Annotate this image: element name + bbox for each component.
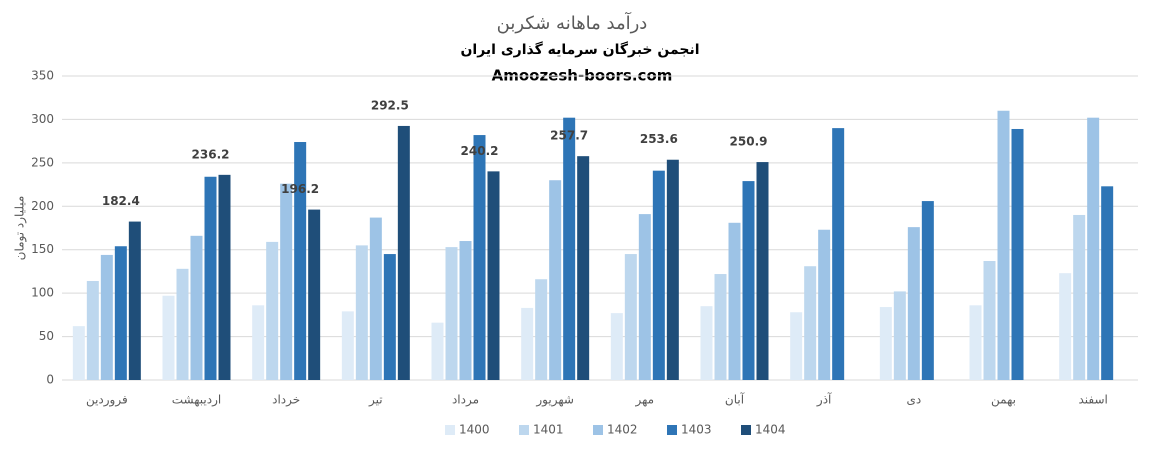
value-label: 253.6 [640,132,678,146]
legend-swatch [445,425,455,435]
bar [383,254,396,380]
legend-label: 1404 [755,423,786,437]
bar [804,266,817,380]
bar [666,159,679,380]
x-tick-label: آبان [725,392,745,407]
y-tick-label: 350 [31,69,54,83]
bar [459,241,472,380]
x-tick-label: دی [906,393,921,407]
x-tick-label: آذر [816,392,832,408]
y-tick-label: 250 [31,155,54,169]
bar [100,254,113,380]
value-label: 182.4 [102,194,140,208]
bar [1011,128,1024,380]
value-label: 257.7 [550,129,588,143]
bar [280,183,293,380]
bar [204,176,217,380]
bar [969,305,982,380]
y-axis-label: میلیارد تومان [13,196,28,261]
x-tick-label: اردیبهشت [172,393,221,408]
legend-swatch [519,425,529,435]
bar [907,227,920,380]
bar [624,254,637,380]
bar [397,125,410,380]
bar [563,117,576,380]
bar [1073,214,1086,380]
bar [1059,273,1072,380]
x-tick-label: مهر [635,393,655,408]
y-tick-label: 200 [31,199,54,213]
legend-swatch [741,425,751,435]
chart-title: درآمد ماهانه شکربن [497,11,648,34]
value-label: 250.9 [730,135,768,149]
x-tick-label: تیر [368,393,383,408]
value-label: 196.2 [281,182,319,196]
bar [610,313,623,380]
y-tick-label: 50 [39,329,54,343]
bar [431,322,444,380]
legend-label: 1400 [459,423,490,437]
bar [128,221,141,380]
x-tick-label: فروردین [86,393,128,408]
bar [294,142,307,380]
bar [521,307,534,380]
bar [652,170,665,380]
bar [893,291,906,380]
bar [577,156,590,380]
bar [72,326,85,380]
bar [176,268,189,380]
legend-swatch [667,425,677,435]
bar [369,217,382,380]
bar [728,222,741,380]
bar [921,201,934,380]
y-tick-label: 0 [46,373,54,387]
bar [308,209,321,380]
chart-subtitle: انجمن خبرگان سرمایه گذاری ایران [460,41,699,58]
bar [700,306,713,380]
bar [86,280,99,380]
bar [162,295,175,380]
legend-label: 1403 [681,423,712,437]
bar [549,180,562,380]
bar [997,110,1010,380]
y-tick-label: 100 [31,286,54,300]
x-tick-label: مرداد [452,393,479,408]
bar [983,261,996,380]
bar [818,229,831,380]
legend-label: 1402 [607,423,638,437]
x-tick-label: اسفند [1078,393,1107,407]
bar [832,128,845,380]
bar [473,135,486,380]
x-tick-label: بهمن [991,393,1016,408]
bar [535,279,548,380]
bar [1087,117,1100,380]
bar [487,171,500,380]
bar [790,312,803,380]
bar [445,247,458,380]
y-tick-label: 150 [31,242,54,256]
bar [218,174,231,380]
value-label: 236.2 [192,147,230,161]
y-tick-label: 300 [31,112,54,126]
bar [252,305,265,380]
bar [1101,186,1114,380]
bar [756,162,769,380]
value-label: 292.5 [371,98,409,112]
bar [341,311,354,380]
legend-label: 1401 [533,423,564,437]
bar [355,245,368,380]
legend-swatch [593,425,603,435]
bar [714,274,727,380]
x-tick-label: شهریور [535,393,574,408]
bar [879,307,892,380]
x-tick-label: خرداد [272,393,300,408]
bar [190,235,203,380]
bar [742,181,755,380]
value-label: 240.2 [461,144,499,158]
bar [266,241,279,380]
bar [114,246,127,380]
bar [638,214,651,380]
